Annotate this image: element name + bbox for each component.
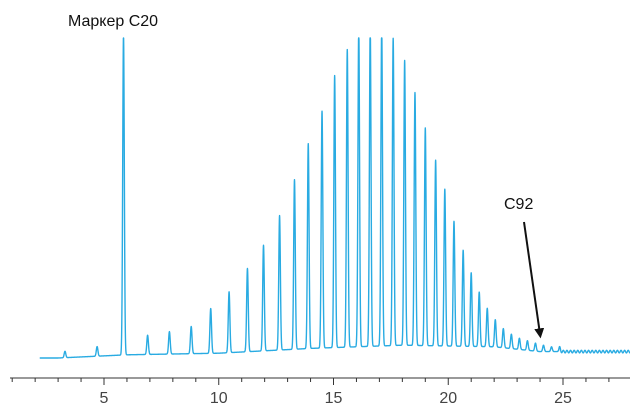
peak-point [518, 337, 520, 339]
peak-point [403, 59, 405, 61]
x-tick-label: 10 [210, 390, 228, 407]
peak-point [550, 346, 552, 348]
peak-point [542, 344, 544, 346]
peak-point [210, 307, 212, 309]
peak-point [558, 347, 560, 349]
peak-point [424, 127, 426, 129]
peak-point [462, 249, 464, 251]
peak-point [358, 37, 360, 39]
peak-point [122, 37, 124, 39]
series-line [39, 37, 630, 359]
peak-point [190, 325, 192, 327]
x-tick-label: 25 [554, 390, 572, 407]
x-axis: 5 10 15 20 25 [10, 377, 630, 407]
peak-point [246, 267, 248, 269]
peak-point [262, 244, 264, 246]
peak-point [369, 37, 371, 39]
peak-point [392, 37, 394, 39]
peak-point [64, 350, 66, 352]
series-trace-group [39, 37, 630, 359]
peak-point [278, 214, 280, 216]
annotation-marker-c20: Маркер C20 [68, 13, 158, 30]
x-tick-label: 15 [325, 390, 343, 407]
peak-point [444, 188, 446, 190]
peak-point [478, 291, 480, 293]
peak-point [146, 334, 148, 336]
peak-point [534, 342, 536, 344]
peak-point [380, 37, 382, 39]
peak-point [96, 345, 98, 347]
peak-point [414, 91, 416, 93]
peak-point [434, 159, 436, 161]
annotation-c92: C92 [504, 196, 533, 213]
peak-point [453, 220, 455, 222]
peak-point [168, 330, 170, 332]
peak-point [228, 291, 230, 293]
peak-point [346, 48, 348, 50]
peak-point [293, 178, 295, 180]
peak-point [510, 333, 512, 335]
annotation-c92-arrow [523, 221, 545, 339]
peak-point [333, 74, 335, 76]
peak-point [307, 143, 309, 145]
peak-point [502, 327, 504, 329]
peak-point [526, 339, 528, 341]
peak-point [494, 319, 496, 321]
annotations: Маркер C20 C92 [68, 13, 545, 339]
peak-point [486, 307, 488, 309]
x-tick-label: 5 [100, 390, 109, 407]
peak-point [321, 110, 323, 112]
peak-point [470, 272, 472, 274]
x-tick-label: 20 [439, 390, 457, 407]
peak-markers [64, 37, 561, 353]
